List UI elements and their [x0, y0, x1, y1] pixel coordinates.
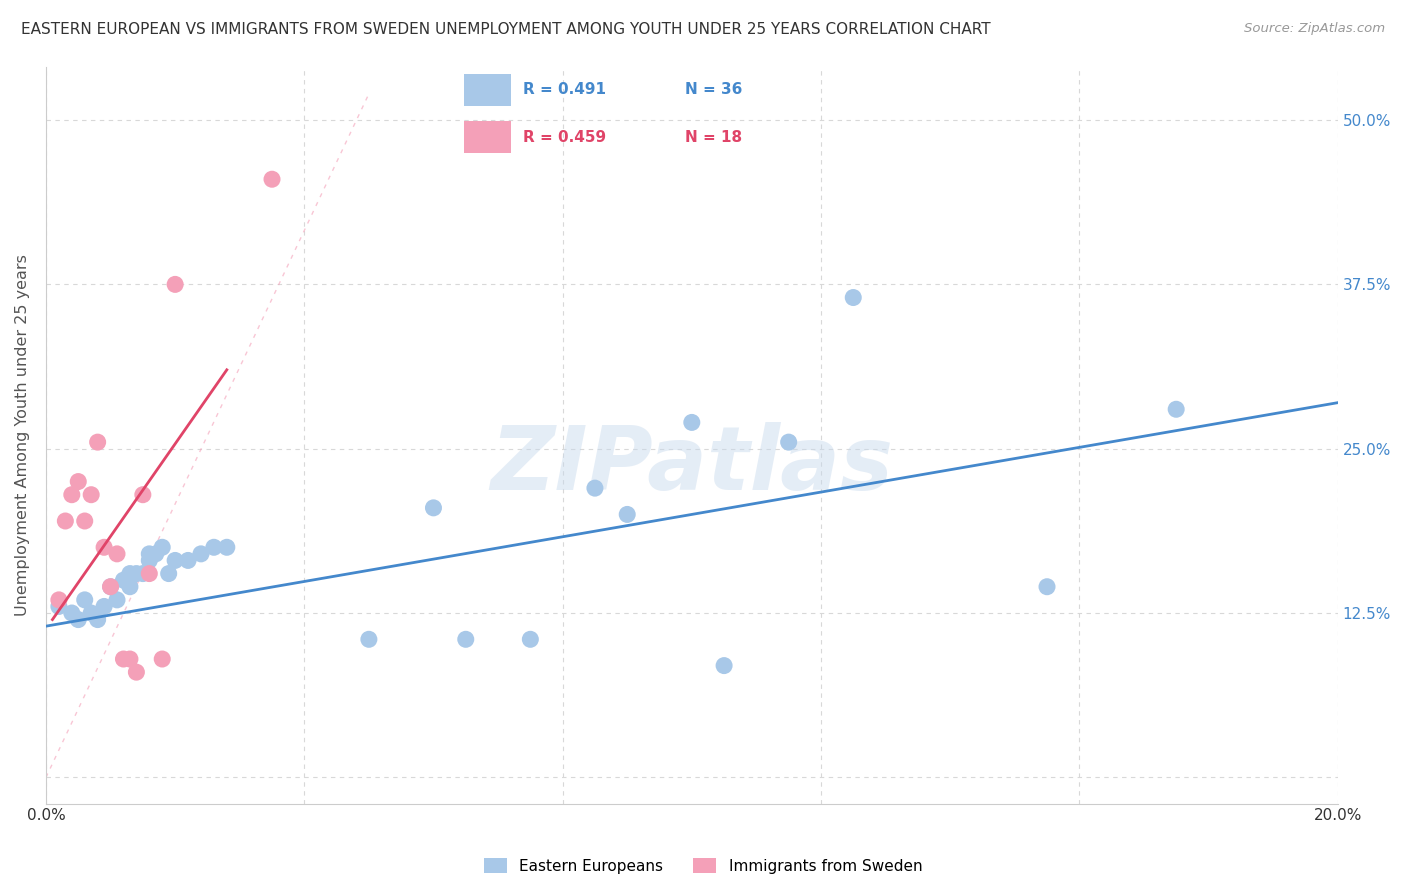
- Point: [86, 613, 108, 627]
- Point: [157, 566, 180, 581]
- Point: [422, 500, 444, 515]
- Point: [118, 652, 141, 666]
- Point: [67, 475, 90, 489]
- Point: [80, 606, 103, 620]
- Point: [150, 541, 173, 555]
- Point: [1036, 580, 1059, 594]
- Point: [1166, 402, 1188, 417]
- Point: [132, 488, 155, 502]
- Point: [112, 573, 135, 587]
- Point: [519, 632, 541, 647]
- Point: [73, 593, 96, 607]
- Text: Source: ZipAtlas.com: Source: ZipAtlas.com: [1244, 22, 1385, 36]
- Point: [67, 613, 90, 627]
- Point: [125, 665, 148, 680]
- Y-axis label: Unemployment Among Youth under 25 years: Unemployment Among Youth under 25 years: [15, 254, 30, 616]
- Point: [80, 488, 103, 502]
- Point: [713, 658, 735, 673]
- Point: [616, 508, 638, 522]
- Point: [100, 580, 122, 594]
- Point: [165, 553, 187, 567]
- Point: [842, 291, 865, 305]
- Point: [48, 599, 70, 614]
- Point: [165, 277, 187, 292]
- Point: [93, 541, 115, 555]
- Text: EASTERN EUROPEAN VS IMMIGRANTS FROM SWEDEN UNEMPLOYMENT AMONG YOUTH UNDER 25 YEA: EASTERN EUROPEAN VS IMMIGRANTS FROM SWED…: [21, 22, 991, 37]
- Point: [60, 488, 83, 502]
- Point: [100, 580, 122, 594]
- Point: [202, 541, 225, 555]
- Point: [454, 632, 477, 647]
- Point: [60, 606, 83, 620]
- Point: [681, 416, 703, 430]
- Point: [118, 580, 141, 594]
- Point: [73, 514, 96, 528]
- Point: [215, 541, 238, 555]
- Point: [357, 632, 380, 647]
- Point: [48, 593, 70, 607]
- Point: [118, 566, 141, 581]
- Point: [145, 547, 167, 561]
- Point: [53, 514, 76, 528]
- Point: [132, 566, 155, 581]
- Point: [778, 435, 800, 450]
- Point: [138, 553, 160, 567]
- Point: [125, 566, 148, 581]
- Point: [105, 547, 128, 561]
- Text: ZIPatlas: ZIPatlas: [491, 422, 893, 508]
- Point: [138, 547, 160, 561]
- Point: [190, 547, 212, 561]
- Point: [583, 481, 606, 495]
- Point: [93, 599, 115, 614]
- Legend: Eastern Europeans, Immigrants from Sweden: Eastern Europeans, Immigrants from Swede…: [478, 852, 928, 880]
- Point: [150, 652, 173, 666]
- Point: [112, 652, 135, 666]
- Point: [138, 566, 160, 581]
- Point: [260, 172, 283, 186]
- Point: [177, 553, 200, 567]
- Point: [86, 435, 108, 450]
- Point: [105, 593, 128, 607]
